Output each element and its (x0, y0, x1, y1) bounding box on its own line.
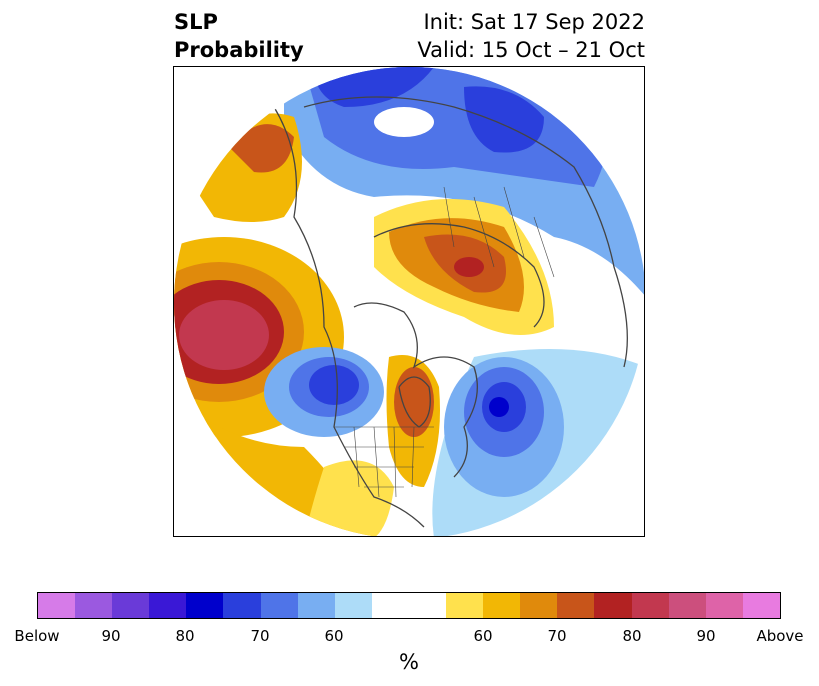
warm-region-mexico (304, 460, 394, 536)
colorbar-segment (38, 593, 76, 618)
colorbar-tick-label: 80 (622, 627, 642, 645)
cold-region-atlantic-center (489, 397, 509, 417)
colorbar-segment (75, 593, 113, 618)
colorbar-segment (297, 593, 335, 618)
colorbar-segment (520, 593, 558, 618)
colorbar-segment (631, 593, 669, 618)
colorbar-tick-label: 60 (324, 627, 344, 645)
colorbar-tick-label: Above (756, 627, 804, 645)
colorbar-tick-label: 90 (101, 627, 121, 645)
colorbar-segment (483, 593, 521, 618)
colorbar-segment (334, 593, 372, 618)
blue-region-north-core2 (314, 67, 434, 107)
valid-range: Valid: 15 Oct – 21 Oct (417, 38, 645, 62)
warm-region-canada-core (394, 367, 434, 437)
colorbar-tick-label: 80 (175, 627, 195, 645)
colorbar-tick-label: 60 (473, 627, 493, 645)
colorbar-segment (223, 593, 261, 618)
map-title: SLP Probability (174, 8, 304, 64)
colorbar-segment (557, 593, 595, 618)
colorbar-segment (668, 593, 706, 618)
colorbar-segment (446, 593, 484, 618)
colorbar-segment (260, 593, 298, 618)
warm-region-eurasia-core (454, 257, 484, 277)
title-variable: SLP (174, 10, 218, 34)
map-dates: Init: Sat 17 Sep 2022 Valid: 15 Oct – 21… (417, 8, 645, 64)
cold-region-ne-pacific-core (309, 365, 359, 405)
init-date: Init: Sat 17 Sep 2022 (423, 10, 645, 34)
colorbar (37, 592, 781, 619)
warm-region-n-pacific-4 (179, 300, 269, 370)
colorbar-segment (186, 593, 224, 618)
colorbar-segment (371, 593, 409, 618)
colorbar-segment (408, 593, 447, 618)
colorbar-tick-label: 70 (547, 627, 567, 645)
warm-region-pacific-core (229, 124, 294, 173)
colorbar-segment (112, 593, 150, 618)
coastlines (273, 96, 628, 528)
colorbar-segment (742, 593, 780, 618)
probability-field (174, 67, 644, 536)
borders (334, 186, 555, 498)
map-canvas (174, 67, 644, 536)
colorbar-segment (149, 593, 187, 618)
colorbar-segment (594, 593, 632, 618)
colorbar-segment (705, 593, 743, 618)
colorbar-unit: % (399, 650, 419, 674)
probability-map (173, 66, 645, 537)
title-product: Probability (174, 38, 304, 62)
colorbar-tick-label: 70 (250, 627, 270, 645)
colorbar-tick-label: Below (14, 627, 60, 645)
colorbar-tick-label: 90 (696, 627, 716, 645)
blue-region-north-core (464, 86, 544, 153)
white-gap-arctic (374, 107, 434, 137)
